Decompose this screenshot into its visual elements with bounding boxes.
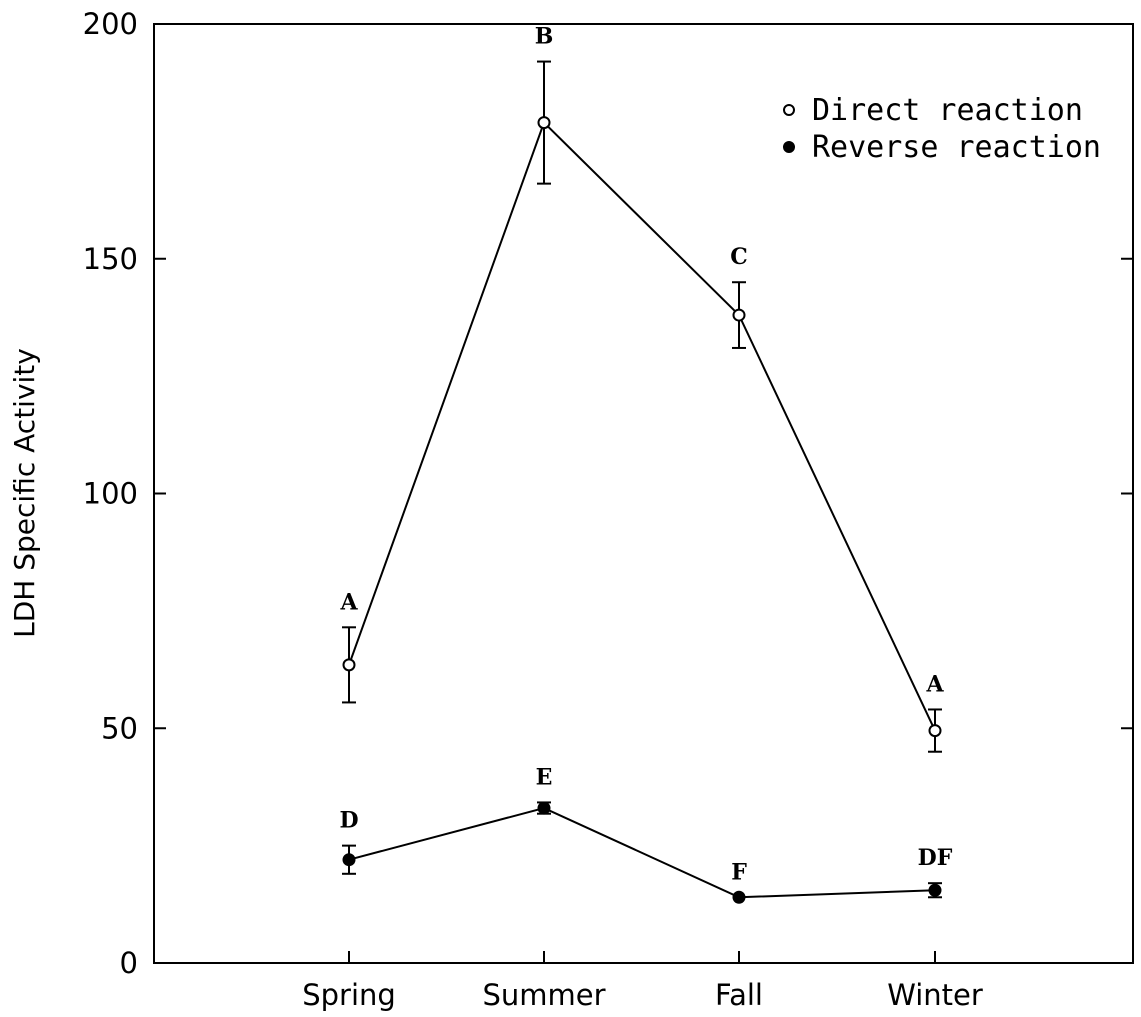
x-tick-label: Summer: [482, 978, 605, 1012]
legend-label: Reverse reaction: [812, 130, 1101, 165]
data-point: [537, 116, 551, 130]
legend-marker: [783, 141, 795, 153]
significance-label: D: [339, 808, 358, 834]
significance-label: E: [536, 764, 553, 790]
significance-label: B: [535, 24, 554, 50]
y-axis: 0 50 100 150 200: [83, 7, 1133, 980]
data-point: [732, 308, 746, 322]
series-layer: A B C A D E F DF: [339, 24, 953, 904]
y-tick-label: 200: [83, 7, 138, 41]
x-axis: Spring Summer Fall Winter: [302, 951, 983, 1012]
data-point: [928, 883, 942, 897]
data-point: [732, 890, 746, 904]
y-tick-label: 100: [83, 477, 138, 511]
data-point: [928, 724, 942, 738]
x-tick-label: Spring: [302, 978, 396, 1012]
significance-label: A: [925, 671, 944, 697]
series-line: [348, 807, 936, 899]
data-point: [537, 801, 551, 815]
series-line: [348, 120, 936, 732]
significance-label: C: [730, 244, 748, 270]
significance-label: DF: [918, 845, 953, 871]
series-reverse-reaction: D E F DF: [339, 764, 953, 904]
data-point: [342, 853, 356, 867]
legend-marker: [783, 104, 795, 116]
y-tick-label: 0: [120, 946, 138, 980]
x-tick-label: Fall: [715, 978, 763, 1012]
significance-label: A: [339, 589, 358, 615]
y-tick-label: 50: [101, 711, 138, 745]
y-axis-title: LDH Specific Activity: [8, 348, 41, 638]
significance-label: F: [731, 859, 747, 885]
data-point: [342, 658, 356, 672]
y-tick-label: 150: [83, 242, 138, 276]
x-tick-label: Winter: [887, 978, 983, 1012]
legend-label: Direct reaction: [812, 93, 1083, 128]
series-direct-reaction: A B C A: [339, 24, 944, 753]
